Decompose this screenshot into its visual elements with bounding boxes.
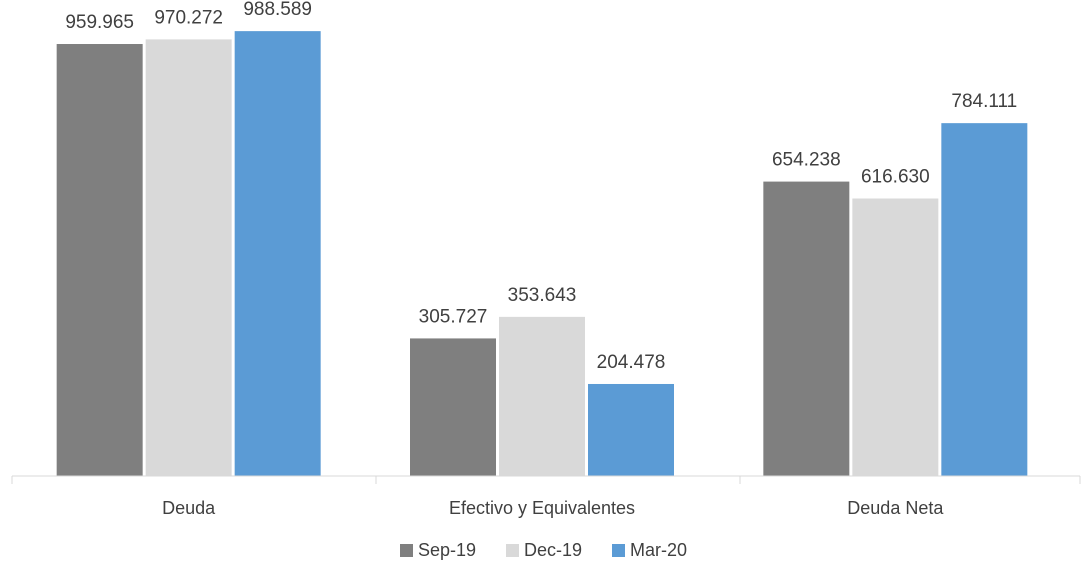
data-label: 204.478: [597, 352, 666, 373]
bar-deuda-dec-19: [145, 39, 232, 477]
legend-swatch: [400, 544, 413, 557]
data-label: 654.238: [772, 150, 841, 171]
legend-label: Mar-20: [630, 540, 687, 560]
bar-deuda-neta-mar-20: [941, 123, 1028, 476]
x-tick-label: Efectivo y Equivalentes: [449, 498, 635, 518]
x-tick-label: Deuda Neta: [847, 498, 944, 518]
data-label: 353.643: [508, 285, 577, 306]
data-labels-layer: 959.965 970.272 988.589 305.727 353.643 204.4…: [65, 0, 1017, 373]
bar-efectivo-y-equivalentes-dec-19: [499, 316, 585, 476]
bar-deuda-neta-sep-19: [763, 181, 850, 476]
data-label: 616.630: [861, 167, 930, 188]
bar-deuda-neta-dec-19: [852, 198, 939, 477]
bar-deuda-mar-20: [234, 31, 321, 477]
legend: Sep-19 Dec-19 Mar-20: [400, 540, 687, 560]
legend-label: Sep-19: [418, 540, 476, 560]
data-label: 959.965: [65, 12, 134, 33]
legend-swatch: [506, 544, 519, 557]
bar-efectivo-y-equivalentes-mar-20: [588, 383, 674, 476]
data-label: 970.272: [154, 7, 223, 28]
bar-efectivo-y-equivalentes-sep-19: [410, 338, 496, 476]
bar-deuda-sep-19: [56, 44, 143, 477]
data-label: 784.111: [951, 91, 1017, 112]
legend-swatch: [612, 544, 625, 557]
legend-label: Dec-19: [524, 540, 582, 560]
data-label: 305.727: [419, 306, 488, 327]
x-tick-label: Deuda: [162, 498, 216, 518]
bars-layer: [56, 31, 1028, 477]
x-axis: Deuda Efectivo y Equivalentes Deuda Neta: [11, 475, 1081, 518]
data-label: 988.589: [243, 0, 312, 20]
